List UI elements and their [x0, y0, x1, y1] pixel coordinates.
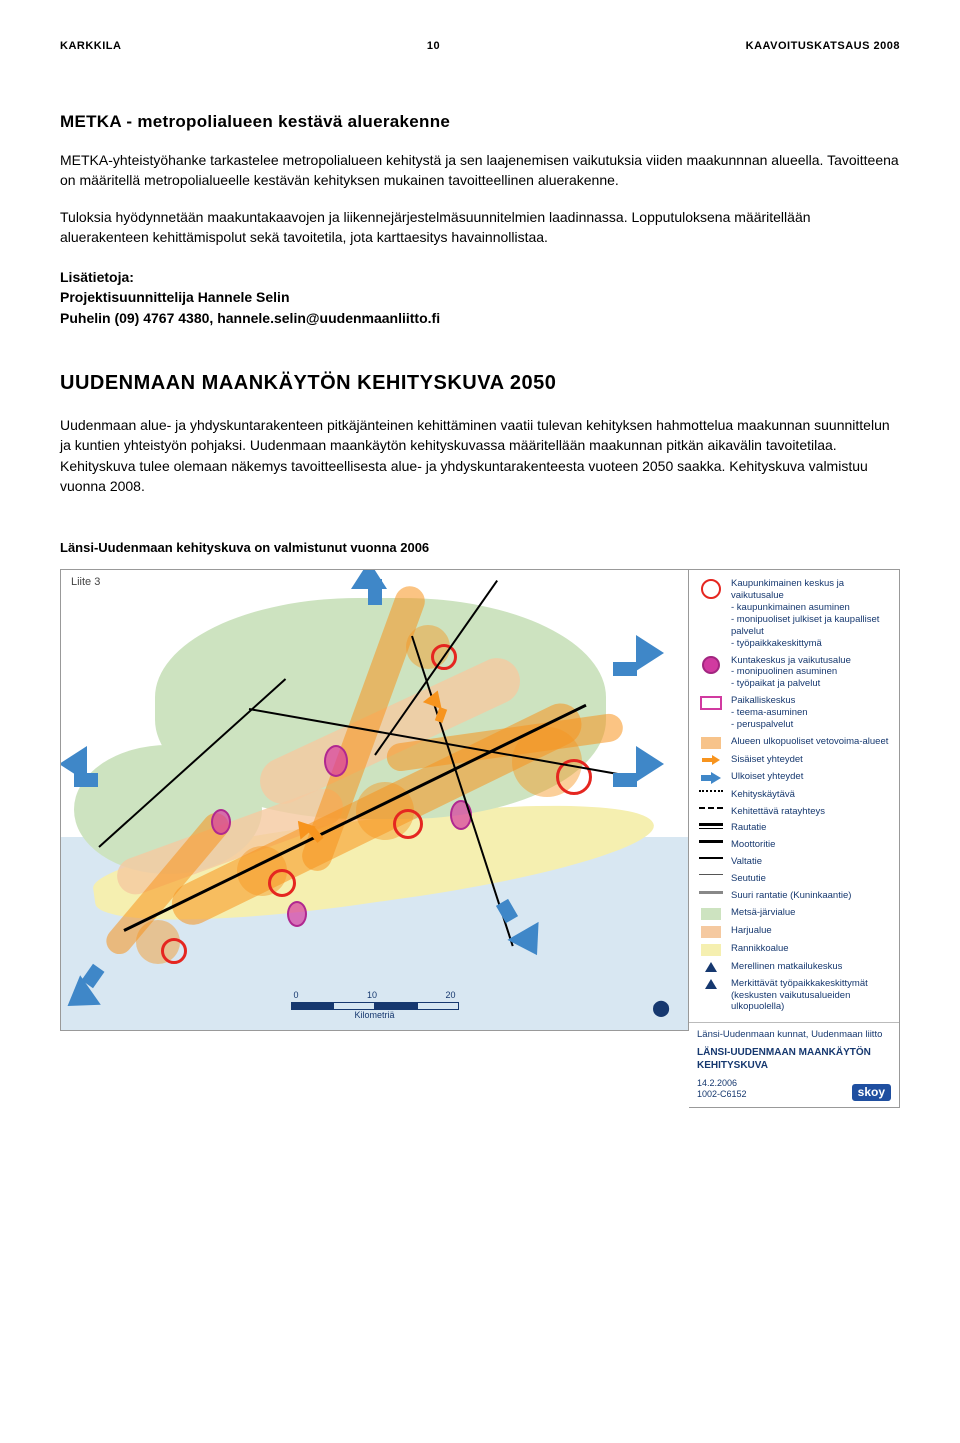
legend-row: Sisäiset yhteydet	[697, 754, 891, 766]
paragraph: METKA-yhteistyöhanke tarkastelee metropo…	[60, 150, 900, 191]
scale-tick: 20	[445, 990, 455, 1000]
legend-label: Harjualue	[731, 925, 891, 937]
legend-symbol-icon	[697, 962, 725, 972]
legend-symbol-icon	[697, 908, 725, 920]
legend-label: Merellinen matkailukeskus	[731, 961, 891, 973]
map-legend: Kaupunkimainen keskus ja vaikutusalue- k…	[689, 569, 900, 1107]
legend-label: Kehitettävä ratayhteys	[731, 806, 891, 818]
legend-symbol-icon	[697, 807, 725, 809]
legend-label: Kuntakeskus ja vaikutusalue- monipuoline…	[731, 655, 891, 691]
legend-row: Merkittävät työpaikkakeskittymät (keskus…	[697, 978, 891, 1014]
paragraph: Tuloksia hyödynnetään maakuntakaavojen j…	[60, 207, 900, 248]
legend-row: Moottoritie	[697, 839, 891, 851]
legend-row: Alueen ulkopuoliset vetovoima-alueet	[697, 736, 891, 749]
legend-label: Sisäiset yhteydet	[731, 754, 891, 766]
legend-row: Harjualue	[697, 925, 891, 938]
page-header: KARKKILA 10 KAAVOITUSKATSAUS 2008	[60, 40, 900, 52]
legend-label: Paikalliskeskus- teema-asuminen - perusp…	[731, 695, 891, 731]
legend-symbol-icon	[697, 656, 725, 674]
legend-date: 14.2.2006	[697, 1078, 747, 1089]
legend-row: Valtatie	[697, 856, 891, 868]
section-metka: METKA - metropolialueen kestävä aluerake…	[60, 112, 900, 328]
header-page-number: 10	[427, 40, 440, 52]
legend-symbol-icon	[697, 979, 725, 989]
legend-logo: skoy	[852, 1084, 891, 1101]
legend-row: Merellinen matkailukeskus	[697, 961, 891, 973]
section-title: METKA - metropolialueen kestävä aluerake…	[60, 112, 900, 132]
paragraph: Uudenmaan alue- ja yhdyskuntarakenteen p…	[60, 415, 900, 496]
legend-footer: Länsi-Uudenmaan kunnat, Uudenmaan liitto…	[689, 1022, 899, 1106]
map-canvas: Liite 3	[60, 569, 689, 1031]
legend-label: Rannikkoalue	[731, 943, 891, 955]
scale-tick: 10	[367, 990, 377, 1000]
legend-row: Metsä-järvialue	[697, 907, 891, 920]
legend-symbol-icon	[697, 737, 725, 749]
scale-bar: 0 10 20 Kilometriä	[291, 990, 459, 1020]
scale-unit: Kilometriä	[354, 1010, 394, 1020]
map-figure: Liite 3	[60, 569, 900, 1107]
legend-label: Merkittävät työpaikkakeskittymät (keskus…	[731, 978, 891, 1014]
legend-label: Seututie	[731, 873, 891, 885]
legend-ref: 1002-C6152	[697, 1089, 747, 1100]
legend-row: Ulkoiset yhteydet	[697, 771, 891, 784]
legend-label: Metsä-järvialue	[731, 907, 891, 919]
contact-name: Projektisuunnittelija Hannele Selin	[60, 287, 900, 307]
legend-label: Kehityskäytävä	[731, 789, 891, 801]
legend-label: Valtatie	[731, 856, 891, 868]
legend-symbol-icon	[697, 823, 725, 829]
legend-symbol-icon	[697, 696, 725, 710]
contact-label: Lisätietoja:	[60, 267, 900, 287]
legend-label: Rautatie	[731, 822, 891, 834]
legend-row: Suuri rantatie (Kuninkaantie)	[697, 890, 891, 902]
legend-symbol-icon	[697, 772, 725, 784]
legend-symbol-icon	[697, 840, 725, 843]
legend-label: Ulkoiset yhteydet	[731, 771, 891, 783]
contact-block: Lisätietoja: Projektisuunnittelija Hanne…	[60, 267, 900, 328]
legend-row: Kehityskäytävä	[697, 789, 891, 801]
legend-symbol-icon	[697, 891, 725, 894]
legend-label: Kaupunkimainen keskus ja vaikutusalue- k…	[731, 578, 891, 649]
legend-symbol-icon	[697, 579, 725, 599]
legend-row: Paikalliskeskus- teema-asuminen - perusp…	[697, 695, 891, 731]
scale-tick: 0	[294, 990, 299, 1000]
section-kehityskuva: UUDENMAAN MAANKÄYTÖN KEHITYSKUVA 2050 Uu…	[60, 372, 900, 496]
legend-label: Suuri rantatie (Kuninkaantie)	[731, 890, 891, 902]
legend-row: Rannikkoalue	[697, 943, 891, 956]
legend-symbol-icon	[697, 790, 725, 792]
legend-row: Rautatie	[697, 822, 891, 834]
contact-phone-email: Puhelin (09) 4767 4380, hannele.selin@uu…	[60, 308, 900, 328]
legend-row: Kuntakeskus ja vaikutusalue- monipuoline…	[697, 655, 891, 691]
legend-source: Länsi-Uudenmaan kunnat, Uudenmaan liitto	[697, 1029, 891, 1041]
legend-symbol-icon	[697, 874, 725, 875]
section-title: UUDENMAAN MAANKÄYTÖN KEHITYSKUVA 2050	[60, 372, 900, 395]
legend-symbol-icon	[697, 755, 725, 765]
legend-symbol-icon	[697, 926, 725, 938]
legend-symbol-icon	[697, 857, 725, 859]
legend-label: Moottoritie	[731, 839, 891, 851]
legend-row: Kaupunkimainen keskus ja vaikutusalue- k…	[697, 578, 891, 649]
legend-symbol-icon	[697, 944, 725, 956]
map-caption: Länsi-Uudenmaan kehityskuva on valmistun…	[60, 540, 900, 555]
header-left: KARKKILA	[60, 40, 121, 52]
attachment-label: Liite 3	[71, 576, 100, 588]
legend-label: Alueen ulkopuoliset vetovoima-alueet	[731, 736, 891, 748]
north-arrow-icon: ⬤	[652, 998, 670, 1018]
legend-map-title: LÄNSI-UUDENMAAN MAANKÄYTÖN KEHITYSKUVA	[697, 1047, 891, 1072]
legend-row: Seututie	[697, 873, 891, 885]
header-right: KAAVOITUSKATSAUS 2008	[746, 40, 900, 52]
legend-row: Kehitettävä ratayhteys	[697, 806, 891, 818]
